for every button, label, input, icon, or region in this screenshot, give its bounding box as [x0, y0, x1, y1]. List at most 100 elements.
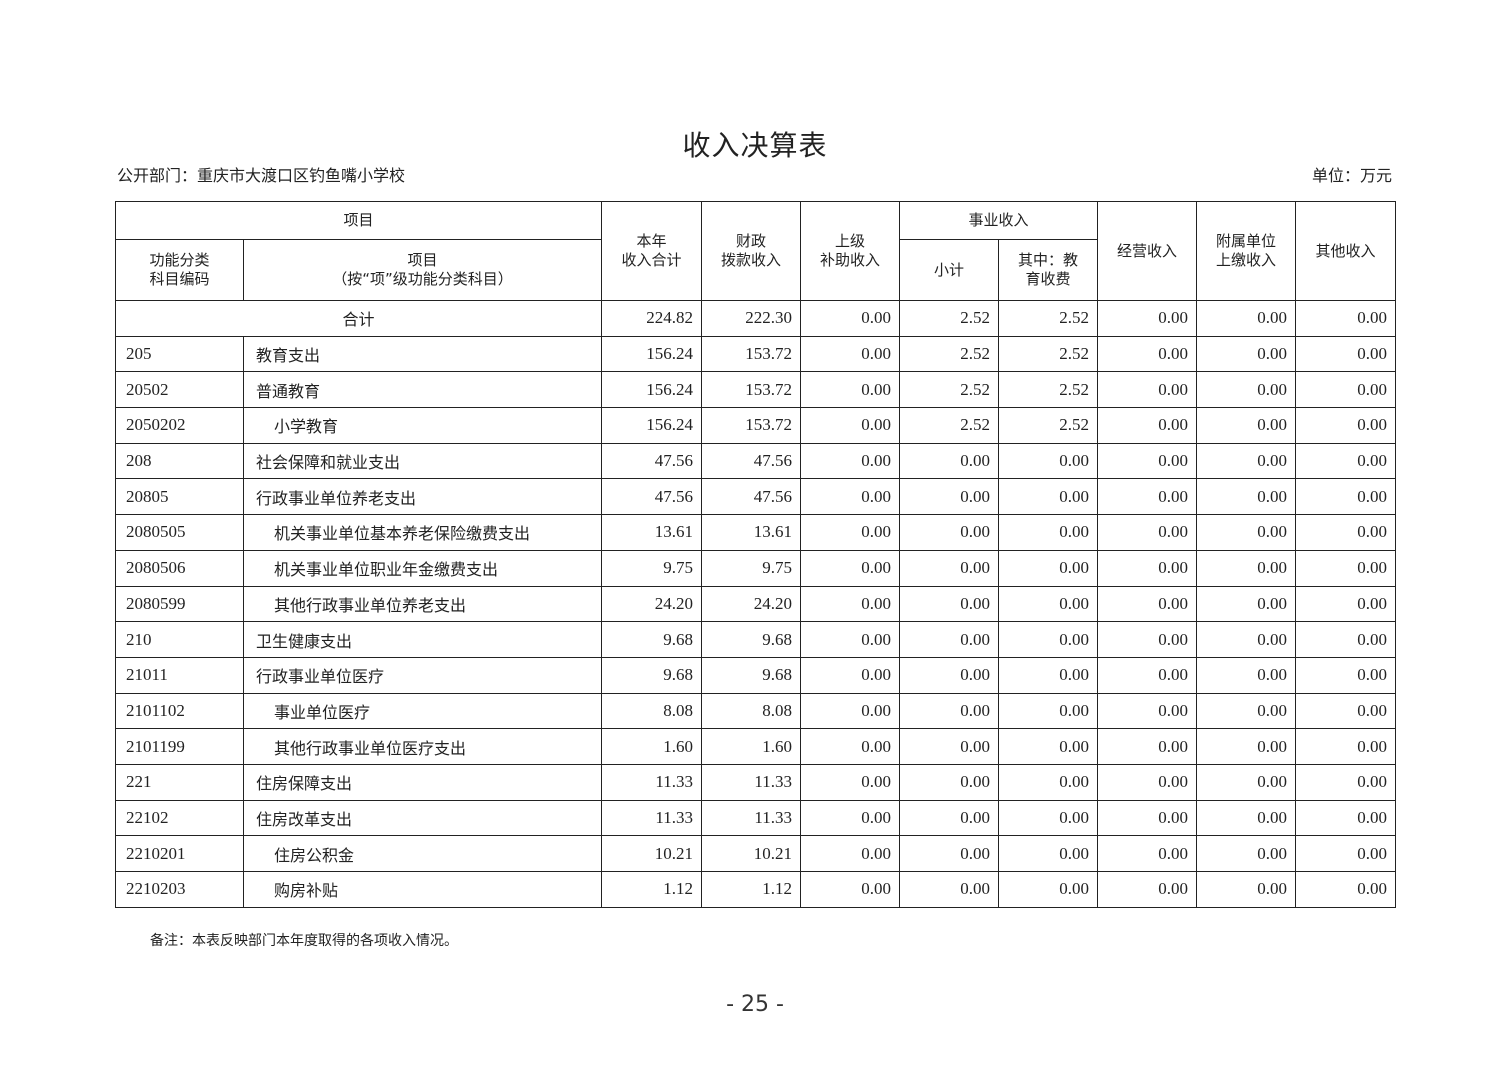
- row-value: 0.00: [1097, 656, 1198, 694]
- row-value: 0.00: [800, 549, 901, 587]
- row-value: 0.00: [1196, 585, 1297, 623]
- row-value: 0.00: [899, 763, 1000, 801]
- row-value: 1.12: [701, 871, 802, 908]
- row-value: 0.00: [1295, 621, 1397, 658]
- row-value: 0.00: [1295, 371, 1397, 409]
- row-value: 0.00: [1196, 335, 1297, 373]
- row-value: 0.00: [1097, 478, 1198, 516]
- row-value: 24.20: [701, 585, 802, 623]
- row-value: 0.00: [998, 621, 1099, 658]
- row-value: 0.00: [1097, 585, 1198, 623]
- row-name: 社会保障和就业支出: [242, 442, 603, 480]
- row-value: 0.00: [800, 371, 901, 409]
- row-value: 2.52: [998, 335, 1099, 373]
- row-code: 2080505: [115, 514, 244, 551]
- table-row: 205 教育支出 156.24 153.72 0.00 2.52 2.52 0.00 0.00 0…: [115, 335, 1397, 373]
- row-value: 47.56: [601, 478, 703, 516]
- row-value: 0.00: [1295, 799, 1397, 837]
- row-value: 0.00: [1097, 621, 1198, 658]
- row-value: 0.00: [1196, 692, 1297, 730]
- row-code: 210: [115, 621, 244, 658]
- row-code: 221: [115, 763, 244, 801]
- header-other: 其他收入: [1295, 201, 1397, 301]
- header-code: 功能分类 科目编码: [115, 239, 244, 301]
- unit-label: 单位：万元: [1311, 166, 1392, 185]
- row-value: 0.00: [1295, 407, 1397, 444]
- row-value: 0.00: [1295, 692, 1397, 730]
- table-row: 221 住房保障支出 11.33 11.33 0.00 0.00 0.00 0.00 0.00 0…: [115, 763, 1397, 801]
- table-row: 2080506 机关事业单位职业年金缴费支出 9.75 9.75 0.00 0.00 0.0…: [115, 549, 1397, 587]
- table-row: 210 卫生健康支出 9.68 9.68 0.00 0.00 0.00 0.00 0.00 0.0…: [115, 621, 1397, 658]
- row-value: 1.60: [601, 728, 703, 765]
- row-value: 0.00: [1196, 478, 1297, 516]
- table-row: 20502 普通教育 156.24 153.72 0.00 2.52 2.52 0.00 0.0…: [115, 371, 1397, 409]
- row-value: 0.00: [1196, 871, 1297, 908]
- row-value: 0.00: [998, 728, 1099, 765]
- total-value: 222.30: [701, 300, 802, 337]
- row-value: 0.00: [1196, 656, 1297, 694]
- row-value: 0.00: [1295, 871, 1397, 908]
- row-value: 0.00: [1295, 478, 1397, 516]
- header-operating: 经营收入: [1097, 201, 1198, 301]
- row-name: 其他行政事业单位医疗支出: [242, 728, 603, 765]
- row-value: 0.00: [800, 514, 901, 551]
- row-value: 0.00: [899, 728, 1000, 765]
- row-code: 2080506: [115, 549, 244, 587]
- row-value: 0.00: [1295, 514, 1397, 551]
- row-value: 0.00: [899, 871, 1000, 908]
- row-value: 0.00: [800, 656, 901, 694]
- row-value: 8.08: [701, 692, 802, 730]
- row-name: 购房补贴: [242, 871, 603, 908]
- row-value: 0.00: [998, 763, 1099, 801]
- row-value: 153.72: [701, 371, 802, 409]
- row-value: 156.24: [601, 407, 703, 444]
- row-code: 22102: [115, 799, 244, 837]
- row-value: 0.00: [1196, 835, 1297, 872]
- row-value: 11.33: [601, 799, 703, 837]
- row-value: 0.00: [1295, 335, 1397, 373]
- total-value: 224.82: [601, 300, 703, 337]
- row-code: 20805: [115, 478, 244, 516]
- row-value: 9.68: [601, 621, 703, 658]
- total-value: 0.00: [800, 300, 901, 337]
- header-affiliated: 附属单位 上缴收入: [1196, 201, 1297, 301]
- table-row: 20805 行政事业单位养老支出 47.56 47.56 0.00 0.00 0.00 0.0…: [115, 478, 1397, 516]
- table-row: 2050202 小学教育 156.24 153.72 0.00 2.52 2.52 0.00 0…: [115, 407, 1397, 444]
- row-value: 0.00: [800, 407, 901, 444]
- row-value: 10.21: [601, 835, 703, 872]
- row-code: 21011: [115, 656, 244, 694]
- row-value: 0.00: [800, 621, 901, 658]
- row-value: 0.00: [800, 835, 901, 872]
- row-value: 0.00: [1097, 514, 1198, 551]
- row-code: 2101199: [115, 728, 244, 765]
- row-value: 0.00: [1097, 799, 1198, 837]
- row-value: 0.00: [998, 871, 1099, 908]
- page-title: 收入决算表: [682, 129, 828, 162]
- row-value: 1.12: [601, 871, 703, 908]
- row-value: 0.00: [1295, 549, 1397, 587]
- row-name: 小学教育: [242, 407, 603, 444]
- row-value: 2.52: [899, 371, 1000, 409]
- row-value: 0.00: [1097, 371, 1198, 409]
- row-name: 普通教育: [242, 371, 603, 409]
- row-value: 9.68: [601, 656, 703, 694]
- row-value: 0.00: [1097, 835, 1198, 872]
- department-label: 公开部门：重庆市大渡口区钓鱼嘴小学校: [117, 166, 406, 185]
- row-name: 住房公积金: [242, 835, 603, 872]
- row-value: 0.00: [800, 871, 901, 908]
- row-value: 0.00: [800, 478, 901, 516]
- header-item-group: 项目: [114, 201, 603, 240]
- row-value: 13.61: [601, 514, 703, 551]
- row-value: 1.60: [701, 728, 802, 765]
- row-value: 0.00: [1196, 621, 1297, 658]
- row-name: 教育支出: [242, 335, 603, 373]
- table-row: 2210203 购房补贴 1.12 1.12 0.00 0.00 0.00 0.00 0.00 0…: [115, 871, 1397, 908]
- row-value: 0.00: [1295, 442, 1397, 480]
- row-value: 9.75: [601, 549, 703, 587]
- row-value: 0.00: [1295, 763, 1397, 801]
- total-value: 0.00: [1295, 300, 1397, 337]
- row-value: 2.52: [998, 407, 1099, 444]
- header-item: 项目 （按“项”级功能分类科目）: [242, 239, 603, 301]
- total-value: 0.00: [1097, 300, 1198, 337]
